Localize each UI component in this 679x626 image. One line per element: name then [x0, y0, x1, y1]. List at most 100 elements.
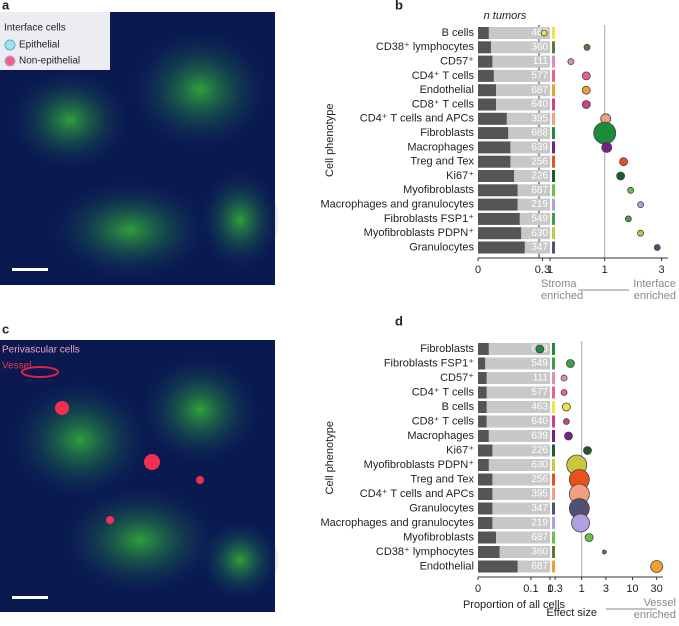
effect-dot [616, 171, 626, 181]
category-label: Myofibroblasts [403, 531, 474, 543]
n-value: 687 [531, 532, 548, 543]
effect-dot [566, 359, 575, 368]
category-label: CD38⁺ lymphocytes [376, 41, 475, 53]
effect-dot [637, 201, 644, 209]
effect-dot [619, 157, 628, 167]
color-key [552, 531, 555, 544]
category-label: Fibroblasts [420, 127, 474, 139]
effect-dot [535, 344, 545, 354]
category-label: Fibroblasts [420, 343, 474, 355]
proportion-bar [478, 84, 496, 97]
proportion-rest [496, 84, 550, 97]
effect-dot [560, 374, 568, 382]
category-label: Granulocytes [409, 241, 474, 253]
color-key [552, 127, 555, 140]
category-label: Macrophages and granulocytes [321, 199, 475, 211]
panel-letter: b [395, 0, 403, 12]
n-label: n tumors [484, 10, 527, 22]
proportion-rest [486, 415, 550, 428]
proportion-bar [478, 98, 496, 111]
x-tick-label: 0.3 [535, 264, 550, 276]
color-key [552, 198, 555, 211]
n-value: 577 [531, 71, 548, 82]
category-label: B cells [442, 27, 475, 39]
y-axis-title: Cell phenotype [324, 104, 336, 177]
proportion-bar [478, 212, 520, 225]
category-label: CD8⁺ T cells [412, 98, 475, 110]
proportion-bar [478, 198, 518, 211]
proportion-bar [478, 444, 493, 457]
effect-dot [593, 121, 617, 145]
category-label: CD4⁺ T cells and APCs [360, 488, 475, 500]
n-value: 256 [531, 156, 548, 167]
image-c [0, 340, 280, 612]
category-label: Macrophages and granulocytes [321, 517, 475, 529]
effect-dot [562, 418, 570, 425]
n-value: 687 [531, 185, 548, 196]
proportion-bar [478, 170, 514, 182]
proportion-bar [478, 386, 487, 399]
color-key [552, 546, 555, 558]
proportion-bar [478, 517, 493, 529]
color-key [552, 55, 555, 68]
x-tick-label: 1 [547, 583, 553, 595]
effect-dot [601, 141, 613, 153]
proportion-bar [478, 430, 489, 442]
color-key [552, 473, 555, 486]
proportion-bar [478, 27, 489, 39]
category-label: Treg and Tex [410, 156, 474, 168]
n-value: 463 [531, 28, 548, 39]
category-label: Granulocytes [409, 502, 474, 514]
proportion-rest [519, 212, 550, 225]
color-key [552, 502, 555, 515]
category-label: CD4⁺ T cells [412, 70, 475, 82]
x-tick-label: 1 [547, 264, 553, 276]
effect-dot [637, 229, 644, 237]
color-key [552, 415, 555, 428]
proportion-rest [492, 444, 550, 457]
legend-item: Non-epithelial [19, 56, 80, 67]
proportion-rest [492, 517, 550, 529]
effect-dot [583, 43, 591, 51]
color-key [552, 69, 555, 82]
annotation: Interface enriched [633, 278, 676, 302]
n-value: 226 [531, 171, 548, 182]
x-tick-label: 0 [475, 583, 481, 595]
n-value: 347 [531, 242, 548, 253]
category-label: B cells [442, 401, 475, 413]
n-value: 360 [531, 547, 548, 558]
category-label: CD8⁺ T cells [412, 415, 475, 427]
n-value: 630 [531, 460, 548, 471]
color-key [552, 488, 555, 500]
n-value: 111 [533, 373, 549, 384]
proportion-rest [510, 155, 550, 168]
proportion-rest [517, 198, 550, 211]
proportion-rest [517, 560, 550, 573]
n-value: 360 [531, 42, 548, 53]
proportion-bar [478, 372, 487, 384]
proportion-rest [488, 27, 550, 39]
proportion-bar [478, 531, 496, 544]
n-value: 630 [531, 228, 548, 239]
effect-dot [627, 186, 635, 194]
proportion-bar [478, 343, 489, 355]
proportion-rest [488, 343, 550, 355]
proportion-rest [499, 546, 550, 558]
proportion-rest [496, 98, 550, 111]
proportion-rest [496, 531, 550, 544]
y-axis-title: Cell phenotype [324, 421, 336, 494]
n-value: 226 [531, 445, 548, 456]
proportion-bar [478, 415, 487, 428]
color-key [552, 459, 555, 471]
n-value: 688 [531, 128, 548, 139]
effect-dot [581, 71, 591, 81]
effect-dot [561, 402, 571, 412]
n-value: 687 [531, 561, 548, 572]
n-value: 549 [531, 358, 548, 369]
proportion-rest [488, 430, 550, 442]
color-key [552, 112, 555, 125]
proportion-bar [478, 127, 509, 140]
x-tick-label: 3 [603, 583, 609, 595]
n-value: 687 [531, 85, 548, 96]
proportion-bar [478, 184, 518, 197]
